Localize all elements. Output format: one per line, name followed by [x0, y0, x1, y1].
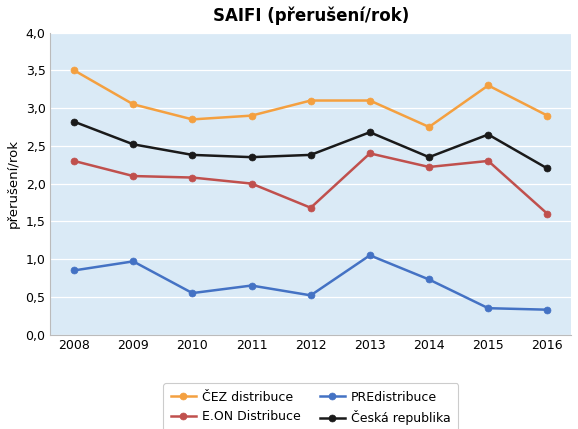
E.ON Distribuce	[485, 158, 492, 163]
Line: E.ON Distribuce: E.ON Distribuce	[71, 150, 551, 217]
ČEZ distribuce	[544, 113, 551, 118]
Česká republika	[366, 130, 373, 135]
PREdistribuce	[189, 290, 196, 296]
E.ON Distribuce	[366, 151, 373, 156]
PREdistribuce	[544, 307, 551, 312]
PREdistribuce	[366, 253, 373, 258]
ČEZ distribuce	[307, 98, 314, 103]
ČEZ distribuce	[425, 124, 432, 130]
Česká republika	[307, 152, 314, 157]
E.ON Distribuce	[544, 211, 551, 216]
E.ON Distribuce	[425, 164, 432, 169]
Česká republika	[248, 154, 255, 160]
Line: Česká republika: Česká republika	[71, 118, 551, 172]
Česká republika	[189, 152, 196, 157]
Line: ČEZ distribuce: ČEZ distribuce	[71, 67, 551, 130]
PREdistribuce	[71, 268, 77, 273]
E.ON Distribuce	[248, 181, 255, 186]
E.ON Distribuce	[129, 173, 136, 178]
ČEZ distribuce	[129, 102, 136, 107]
E.ON Distribuce	[71, 158, 77, 163]
Česká republika	[425, 154, 432, 160]
Y-axis label: přerušení/rok: přerušení/rok	[7, 139, 20, 228]
PREdistribuce	[248, 283, 255, 288]
ČEZ distribuce	[485, 83, 492, 88]
E.ON Distribuce	[307, 205, 314, 210]
PREdistribuce	[485, 305, 492, 311]
Česká republika	[71, 119, 77, 124]
ČEZ distribuce	[248, 113, 255, 118]
ČEZ distribuce	[366, 98, 373, 103]
ČEZ distribuce	[189, 117, 196, 122]
PREdistribuce	[307, 293, 314, 298]
Česká republika	[129, 142, 136, 147]
ČEZ distribuce	[71, 68, 77, 73]
Line: PREdistribuce: PREdistribuce	[71, 252, 551, 313]
Title: SAIFI (přerušení/rok): SAIFI (přerušení/rok)	[213, 7, 409, 25]
E.ON Distribuce	[189, 175, 196, 180]
Legend: ČEZ distribuce, E.ON Distribuce, PREdistribuce, Česká republika: ČEZ distribuce, E.ON Distribuce, PREdist…	[164, 383, 458, 429]
PREdistribuce	[129, 259, 136, 264]
PREdistribuce	[425, 277, 432, 282]
Česká republika	[485, 132, 492, 137]
Česká republika	[544, 166, 551, 171]
